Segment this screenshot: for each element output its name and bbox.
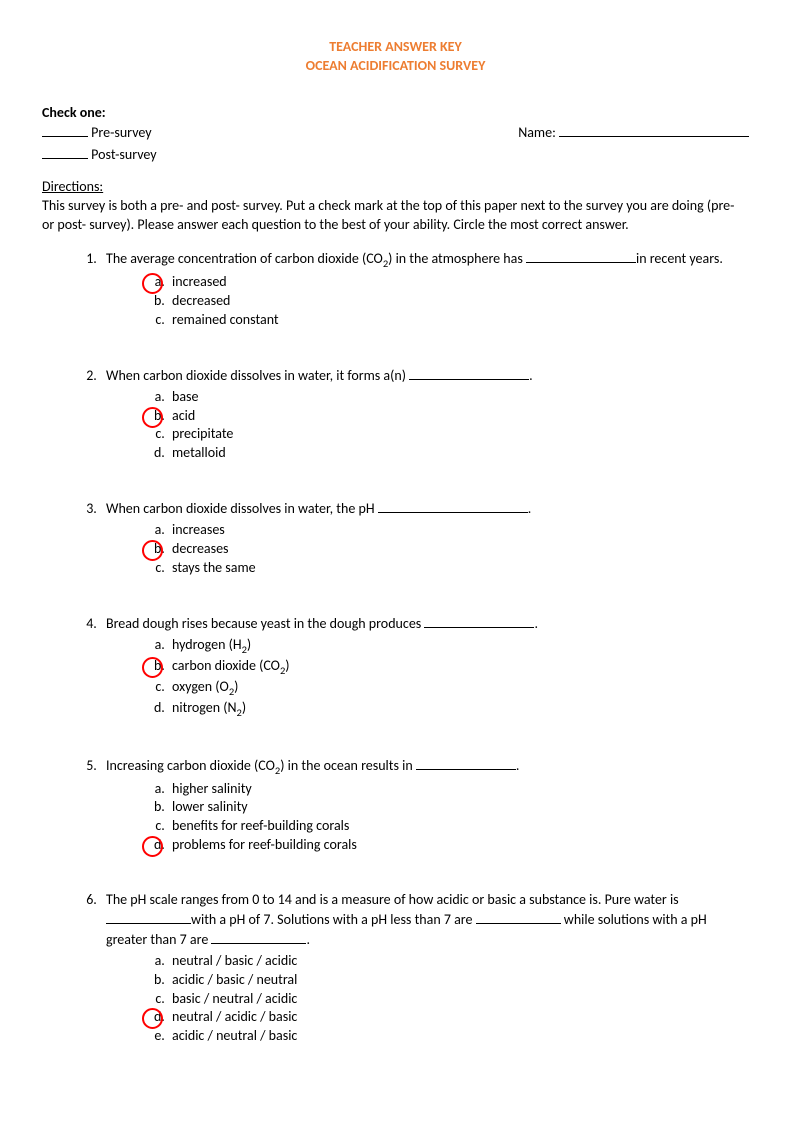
answer-list: increaseddecreasedremained constant (106, 273, 749, 330)
question-stem: Increasing carbon dioxide (CO2) in the o… (106, 756, 749, 778)
question-stem: The average concentration of carbon diox… (106, 249, 749, 271)
title-line-1: TEACHER ANSWER KEY (42, 38, 749, 57)
name-line: Name: (518, 123, 749, 143)
answer-list: baseacidprecipitatemetalloid (106, 388, 749, 464)
answer-item: oxygen (O2) (168, 678, 749, 699)
name-label: Name: (518, 124, 556, 141)
directions-body: This survey is both a pre- and post- sur… (42, 197, 749, 235)
question-item: When carbon dioxide dissolves in water, … (100, 366, 749, 463)
answer-item: decreased (168, 292, 749, 311)
question-item: The average concentration of carbon diox… (100, 249, 749, 330)
pre-survey-line: Pre-survey (42, 123, 152, 143)
question-stem: The pH scale ranges from 0 to 14 and is … (106, 891, 749, 950)
answer-item: precipitate (168, 425, 749, 444)
question-stem: Bread dough rises because yeast in the d… (106, 614, 749, 634)
answer-item: base (168, 388, 749, 407)
answer-item: higher salinity (168, 780, 749, 799)
title-line-2: OCEAN ACIDIFICATION SURVEY (42, 57, 749, 76)
answer-list: increasesdecreasesstays the same (106, 521, 749, 578)
fill-blank[interactable] (378, 499, 528, 513)
answer-item: carbon dioxide (CO2) (168, 657, 749, 678)
fill-blank[interactable] (526, 249, 636, 263)
check-one-label: Check one: (42, 104, 749, 123)
pre-survey-label: Pre-survey (91, 124, 151, 141)
answer-list: higher salinitylower salinitybenefits fo… (106, 780, 749, 856)
fill-blank[interactable] (476, 910, 561, 924)
question-stem: When carbon dioxide dissolves in water, … (106, 366, 749, 386)
answer-item: acidic / neutral / basic (168, 1027, 749, 1046)
answer-item: lower salinity (168, 798, 749, 817)
question-stem: When carbon dioxide dissolves in water, … (106, 499, 749, 519)
answer-item: acidic / basic / neutral (168, 971, 749, 990)
post-survey-label: Post-survey (91, 146, 156, 163)
pre-survey-blank[interactable] (42, 123, 88, 137)
answer-item: neutral / basic / acidic (168, 952, 749, 971)
answer-item: metalloid (168, 444, 749, 463)
answer-item: problems for reef-building corals (168, 836, 749, 855)
answer-list: neutral / basic / acidicacidic / basic /… (106, 952, 749, 1046)
post-survey-blank[interactable] (42, 145, 88, 159)
answer-item: basic / neutral / acidic (168, 990, 749, 1009)
fill-blank[interactable] (106, 910, 191, 924)
fill-blank[interactable] (424, 614, 534, 628)
question-item: When carbon dioxide dissolves in water, … (100, 499, 749, 578)
title-block: TEACHER ANSWER KEY OCEAN ACIDIFICATION S… (42, 38, 749, 76)
answer-item: increased (168, 273, 749, 292)
name-blank[interactable] (559, 123, 749, 137)
answer-item: hydrogen (H2) (168, 636, 749, 657)
question-item: Increasing carbon dioxide (CO2) in the o… (100, 756, 749, 856)
answer-item: remained constant (168, 311, 749, 330)
fill-blank[interactable] (409, 366, 529, 380)
question-item: The pH scale ranges from 0 to 14 and is … (100, 891, 749, 1046)
fill-blank[interactable] (416, 756, 516, 770)
answer-item: stays the same (168, 559, 749, 578)
answer-item: decreases (168, 540, 749, 559)
answer-list: hydrogen (H2)carbon dioxide (CO2)oxygen … (106, 636, 749, 720)
directions-heading: Directions: (42, 178, 749, 197)
answer-item: acid (168, 407, 749, 426)
question-item: Bread dough rises because yeast in the d… (100, 614, 749, 720)
answer-item: nitrogen (N2) (168, 699, 749, 720)
answer-item: benefits for reef-building corals (168, 817, 749, 836)
question-list: The average concentration of carbon diox… (42, 249, 749, 1046)
fill-blank[interactable] (211, 930, 306, 944)
header-block: Check one: Pre-survey Name: Post-survey (42, 104, 749, 165)
answer-item: increases (168, 521, 749, 540)
answer-item: neutral / acidic / basic (168, 1008, 749, 1027)
post-survey-line: Post-survey (42, 145, 749, 165)
